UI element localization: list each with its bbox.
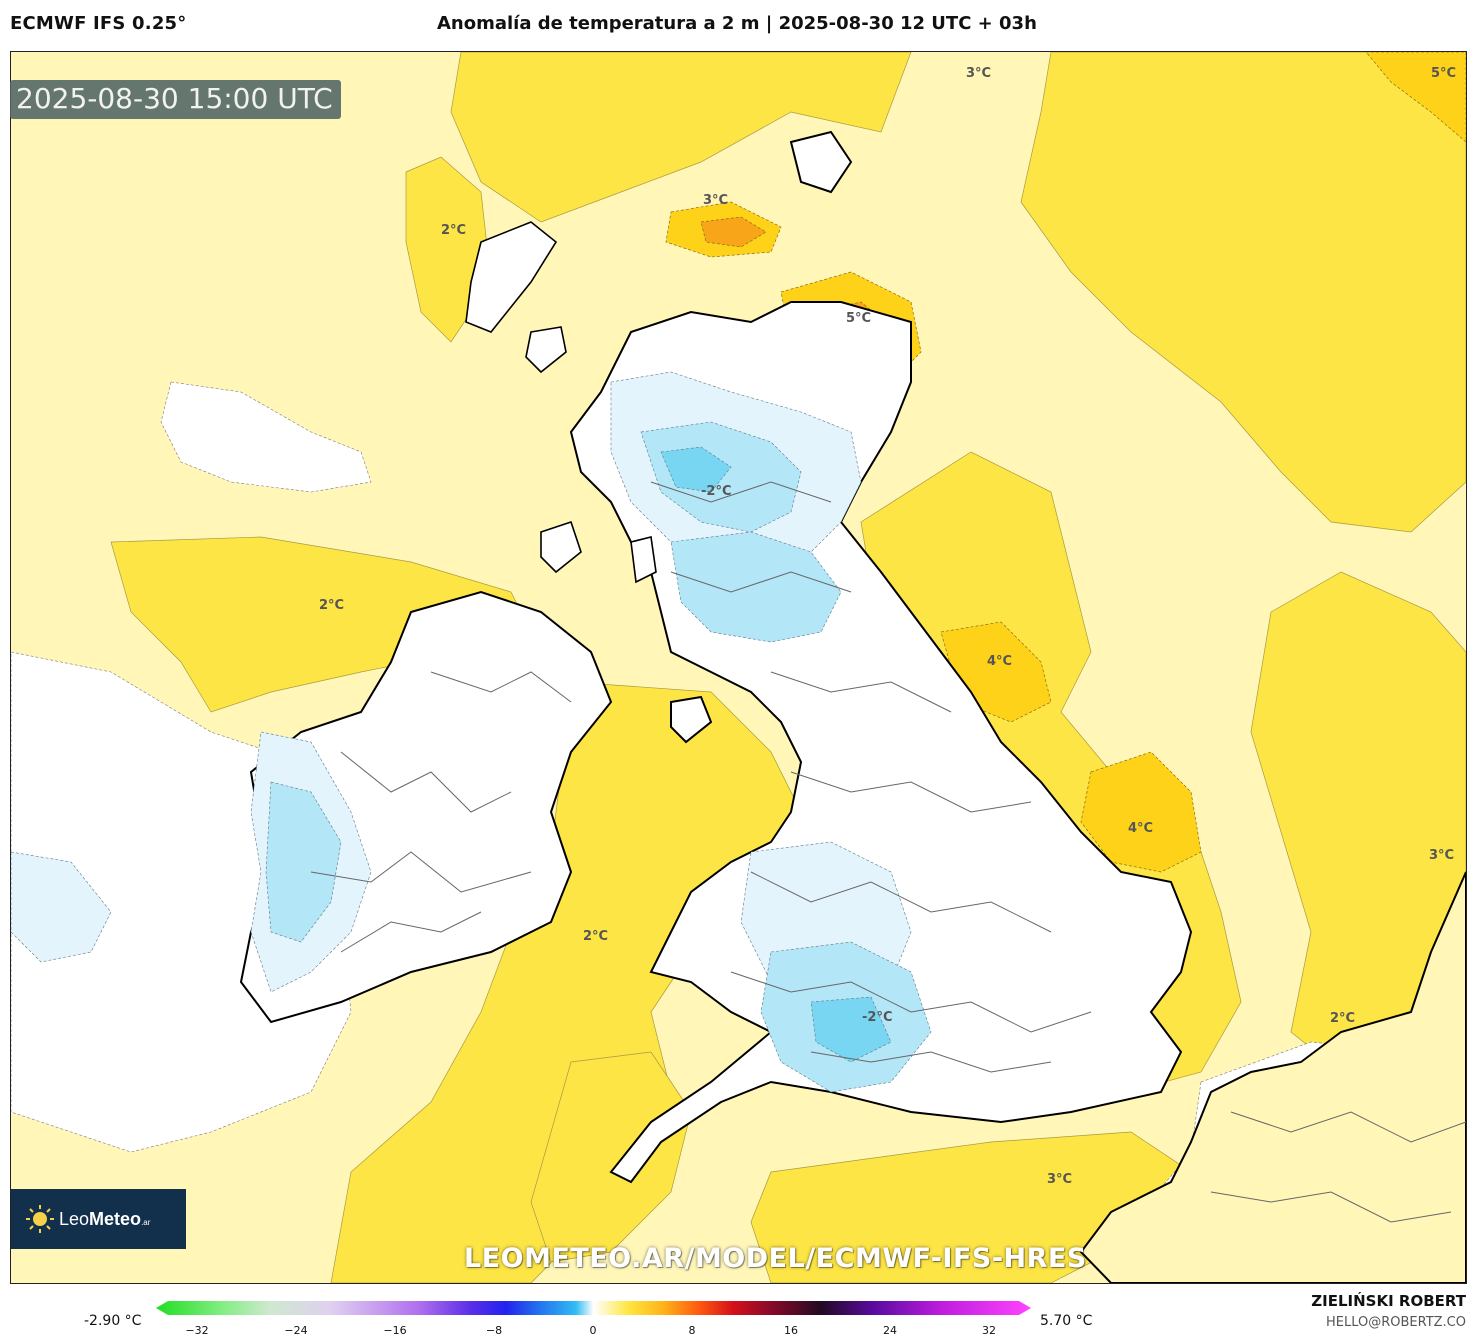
colorbar-tick: 0 [589,1324,597,1337]
cold-anomaly-areas [11,371,932,1093]
colorbar-tick: 16 [784,1324,798,1337]
scottish-islands [465,221,657,584]
leometeo-logo[interactable]: LeoMeteo.ar [11,1189,186,1249]
legend-min-label: -2.90 °C [84,1313,142,1329]
map-canvas [11,52,1466,1283]
colorbar-tick: 32 [982,1324,996,1337]
author-email[interactable]: HELLO@ROBERTZ.CO [1325,1315,1466,1330]
contour-label: 3°C [966,66,992,81]
model-name: ECMWF IFS 0.25° [10,13,187,34]
legend-max-label: 5.70 °C [1040,1313,1093,1329]
chart-title: Anomalía de temperatura a 2 m | 2025-08-… [437,13,1037,34]
continent-land [1079,871,1466,1283]
contour-label: 4°C [1128,821,1154,836]
yellow-anomaly-areas [110,52,1466,1283]
colorbar-tick: 8 [688,1324,696,1337]
admin-borders [310,481,1466,1223]
contour-label: 3°C [1429,848,1455,863]
contour-label: 2°C [319,598,345,613]
contour-label: 3°C [1047,1172,1073,1187]
contour-label: 2°C [583,929,609,944]
colorbar-tick: −16 [383,1324,407,1337]
valid-time-badge: 2025-08-30 15:00 UTC [10,80,341,119]
contour-label: 4°C [987,654,1013,669]
contour-label: 5°C [1431,66,1457,81]
colorbar-tick: −24 [284,1324,308,1337]
contour-label: 3°C [703,193,729,208]
author-name: ZIELIŃSKI ROBERT [1311,1292,1466,1310]
contour-label: 5°C [846,311,872,326]
temperature-colorbar [156,1301,1031,1315]
anomaly-map[interactable]: 3°C 5°C 2°C 3°C 5°C -2°C 2°C 4°C 4°C 3°C… [10,51,1467,1284]
colorbar-tick: −8 [485,1324,503,1337]
sun-icon [26,1205,54,1233]
contour-label: 2°C [1330,1011,1356,1026]
source-watermark: LEOMETEO.AR/MODEL/ECMWF-IFS-HRES [464,1243,1087,1274]
colorbar-tick: −32 [185,1324,209,1337]
contour-label: -2°C [701,484,732,499]
colorbar-tick: 24 [883,1324,897,1337]
contour-label: -2°C [862,1010,893,1025]
contour-label: 2°C [441,223,467,238]
logo-wordmark: LeoMeteo.ar [59,1208,151,1229]
